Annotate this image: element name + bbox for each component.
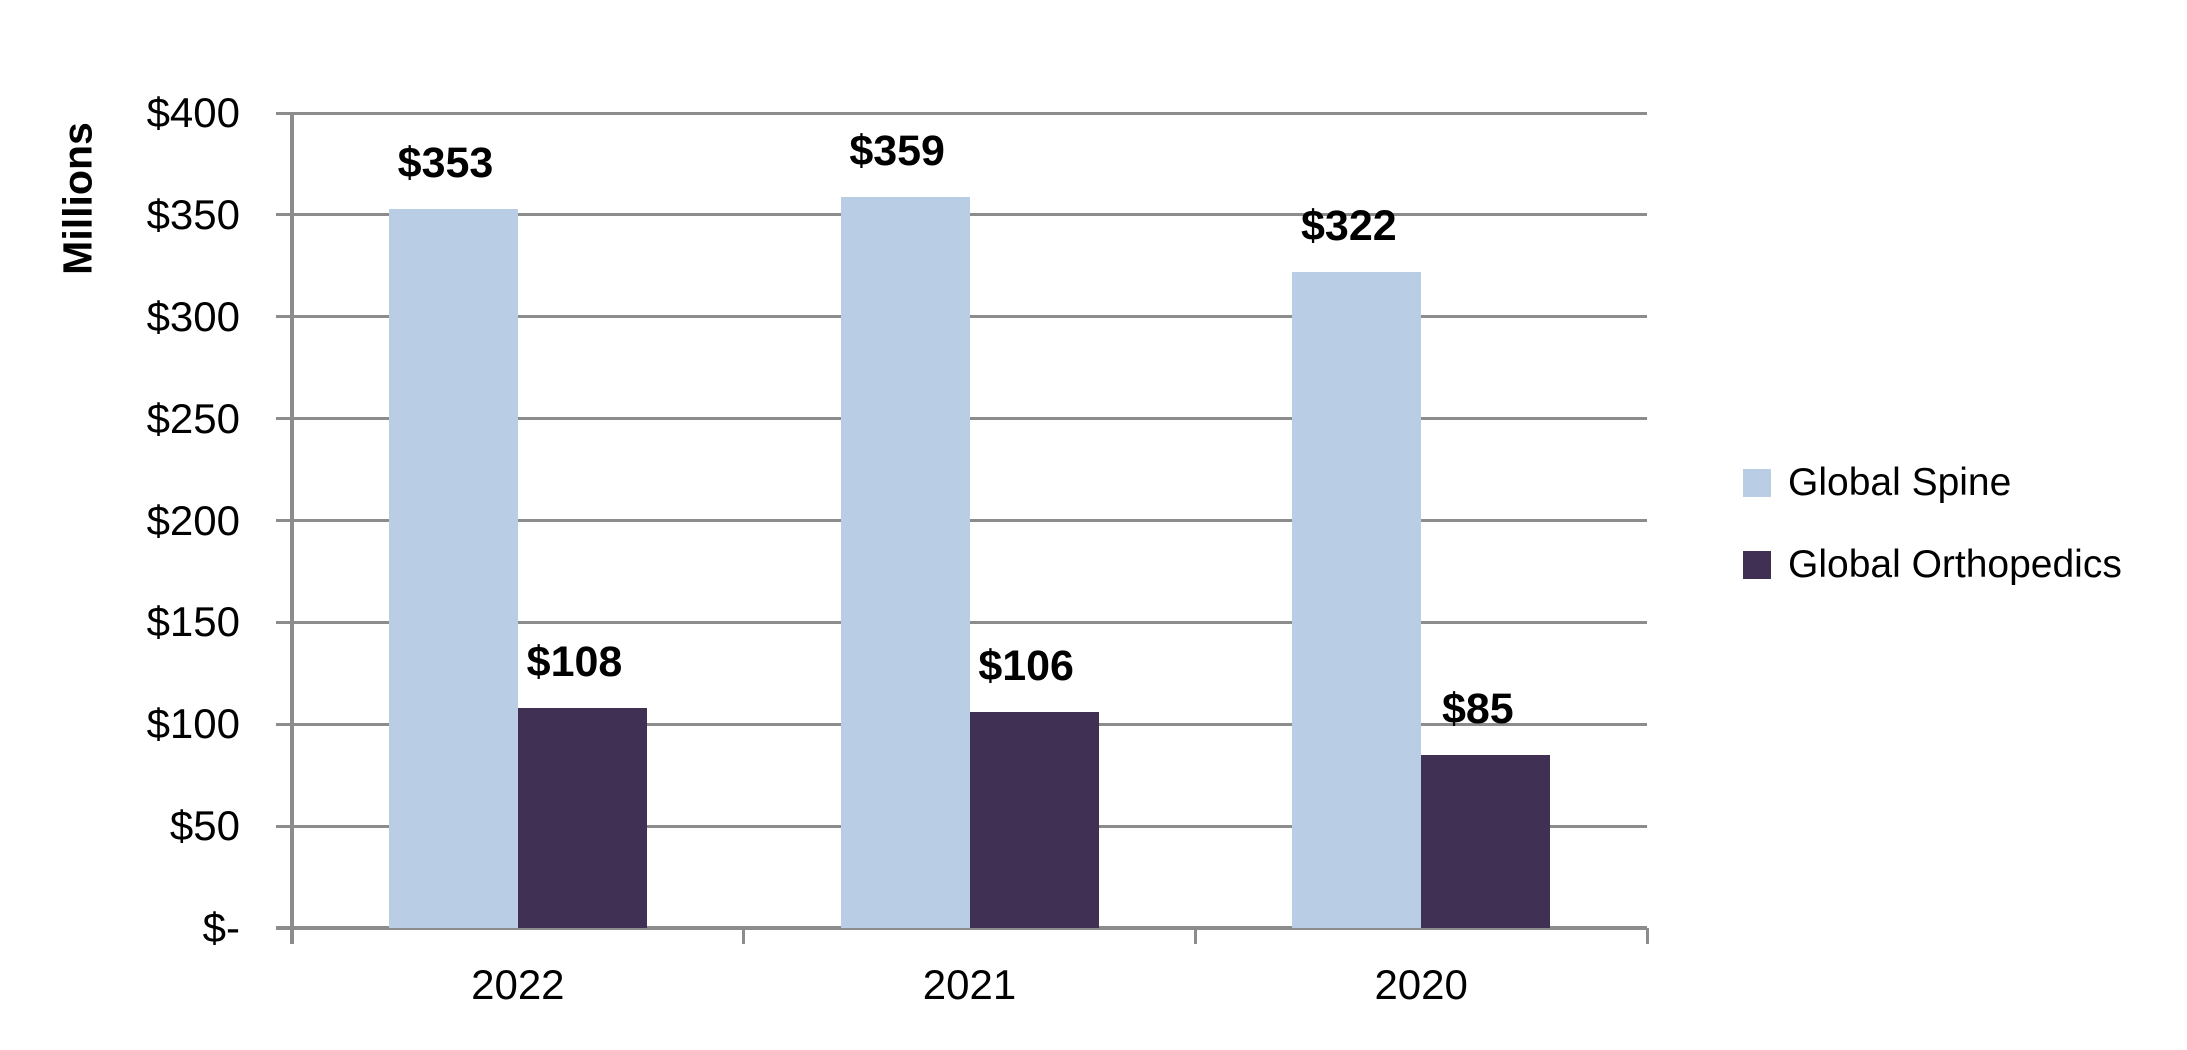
bar-global-orthopedics-2021 [969,712,1099,928]
x-axis-tick [1645,928,1649,944]
legend: Global Spine Global Orthopedics [1743,460,2122,624]
y-axis-tick [276,315,292,319]
legend-item-global-spine: Global Spine [1743,460,2122,506]
y-axis-line [290,113,294,944]
bar-global-spine-2022 [389,208,518,928]
data-label-global-spine-2022: $353 [397,138,494,187]
y-axis-tick [276,519,292,522]
y-axis-tick [276,417,292,421]
bar-global-orthopedics-2022 [518,707,647,928]
data-label-global-orthopedics-2021: $106 [978,642,1074,691]
y-tick-label: $400 [146,89,240,136]
y-tick-label: $100 [146,700,240,748]
category-label-2022: 2022 [471,961,565,1008]
data-label-global-spine-2021: $359 [849,126,945,175]
y-tick-label: $- [202,904,240,951]
legend-item-global-orthopedics: Global Orthopedics [1743,542,2122,588]
y-axis-tick [276,722,292,726]
category-label-2021: 2021 [922,961,1017,1008]
legend-swatch-global-orthopedics [1743,551,1771,579]
bar-global-orthopedics-2020 [1421,754,1551,928]
y-axis-tick [276,620,292,624]
y-axis-tick [276,824,292,828]
x-axis-tick [1193,928,1197,944]
legend-label-global-orthopedics: Global Orthopedics [1788,543,2122,586]
bar-global-spine-2020 [1292,271,1422,928]
legend-swatch-global-spine [1743,469,1771,497]
gridline [292,111,1647,115]
y-tick-label: $300 [146,292,240,340]
bar-global-spine-2021 [840,196,970,928]
y-tick-label: $200 [146,496,240,544]
y-axis-tick [276,111,292,115]
y-tick-label: $50 [169,802,240,850]
data-label-global-spine-2020: $322 [1300,201,1397,250]
y-tick-label: $150 [146,598,240,646]
y-tick-label: $250 [146,394,240,442]
category-label-2020: 2020 [1374,961,1468,1008]
data-label-global-orthopedics-2020: $85 [1441,684,1514,733]
y-axis-tick [276,213,292,217]
x-axis-line [276,926,1647,930]
legend-label-global-spine: Global Spine [1788,461,2012,504]
data-label-global-orthopedics-2022: $108 [526,637,623,686]
x-axis-tick [742,928,746,944]
y-tick-label: $350 [146,190,240,238]
